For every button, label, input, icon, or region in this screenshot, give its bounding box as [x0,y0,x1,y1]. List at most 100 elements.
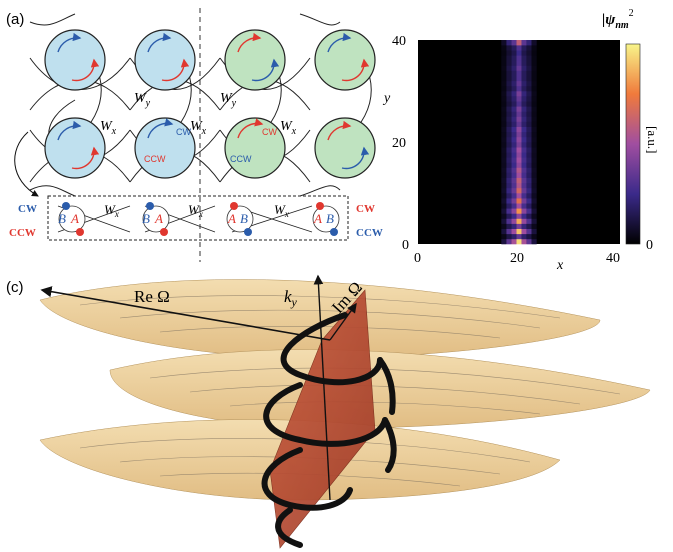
heatmap-cell [531,152,537,158]
heatmap-cell [521,193,527,199]
heatmap-cell [506,223,512,229]
heatmap-cell [531,60,537,66]
panel-b-label: (b) [420,11,438,28]
heatmap-cell [511,106,517,112]
heatmap-cell [506,203,512,209]
heatmap-cell [526,60,532,66]
heatmap-cell [531,157,537,163]
heatmap-cell [511,208,517,214]
heatmap-cell [526,142,532,148]
site-label: A [227,211,236,226]
chain-right-ccw: CCW [356,227,383,239]
heatmap-cell [516,75,522,82]
panel-a: (a) [6,8,383,262]
heatmap-cell [506,70,512,76]
heatmap-cell [516,152,522,158]
panel-b: (b) 40 20 0 0 20 40 x y |ψnm2 [382,8,660,273]
heatmap-cell [531,218,537,224]
heatmap-cell [501,157,507,163]
heatmap-cell [521,40,527,46]
heatmap-cell [526,65,532,71]
heatmap-cell [506,182,512,189]
heatmap-cell [516,162,522,168]
heatmap-cell [521,172,527,178]
heatmap-cell [501,142,507,148]
heatmap-cell [516,157,522,163]
heatmap-cell [501,101,507,107]
heatmap-cell [506,116,512,122]
heatmap-cell [506,106,512,112]
heatmap-cell [516,136,522,143]
heatmap-cell [526,213,532,219]
heatmap-cell [501,80,507,87]
heatmap-cell [526,187,532,194]
heatmap-cell [501,55,507,61]
y-tick: 40 [392,34,406,49]
heatmap-cell [506,147,512,153]
heatmap-cell [521,157,527,163]
heatmap-cell [526,162,532,168]
heatmap-cell [506,45,512,51]
heatmap-cell [531,65,537,71]
heatmap-cell [521,75,527,82]
cw-label: CW [176,127,191,137]
heatmap-cell [516,55,522,61]
heatmap-cell [526,70,532,76]
heatmap-cell [516,121,522,127]
heatmap-cell [526,147,532,153]
heatmap-cell [526,40,532,46]
chain-coupling-labels: Wx Wx Wx [104,202,289,219]
heatmap-cell [511,131,517,138]
heatmap-cell [501,121,507,127]
heatmap-cell [511,193,517,199]
chain-left-cw: CW [18,203,37,215]
heatmap-cell [516,147,522,153]
heatmap-cell [506,65,512,71]
x-tick: 40 [606,251,620,266]
heatmap-cell [526,111,532,117]
wx-label-2: Wx [190,119,207,137]
heatmap-cell [521,198,527,204]
heatmap-cell [516,218,522,224]
chain-sites [58,202,340,236]
heatmap-cell [531,131,537,138]
heatmap-cell [511,40,517,46]
heatmap-cell [516,223,522,229]
heatmap-cell [511,50,517,56]
heatmap-cell [526,228,532,235]
heatmap-cell [511,142,517,148]
heatmap-cell [511,60,517,66]
heatmap-cell [501,228,507,235]
heatmap-cell [531,213,537,219]
heatmap-cell [511,198,517,204]
cw-label: CW [262,127,277,137]
heatmap-cell [506,60,512,66]
heatmap-cell [501,238,507,245]
heatmap-cell [516,167,522,173]
heatmap-cell [516,208,522,214]
heatmap-cell [531,203,537,209]
heatmap-cell [511,65,517,71]
heatmap-cell [516,80,522,87]
heatmap-cell [526,126,532,133]
heatmap-cell [511,111,517,117]
heatmap-cell [506,193,512,199]
heatmap-cell [521,147,527,153]
heatmap-cell [511,223,517,229]
heatmap-cell [506,85,512,92]
heatmap-cell [511,80,517,87]
heatmap-cell [511,228,517,235]
heatmap-cell [526,172,532,178]
heatmap-cell [531,177,537,184]
heatmap-cell [526,50,532,56]
heatmap-cell [526,101,532,107]
heatmap-cell [501,85,507,92]
wy-label-left: Wy [134,91,151,109]
heatmap-cell [526,203,532,209]
heatmap-cell [521,65,527,71]
heatmap-cell [526,233,532,240]
heatmap-cell [531,111,537,117]
site-label: A [313,211,322,226]
heatmap-cell [511,116,517,122]
heatmap-cell [506,218,512,224]
